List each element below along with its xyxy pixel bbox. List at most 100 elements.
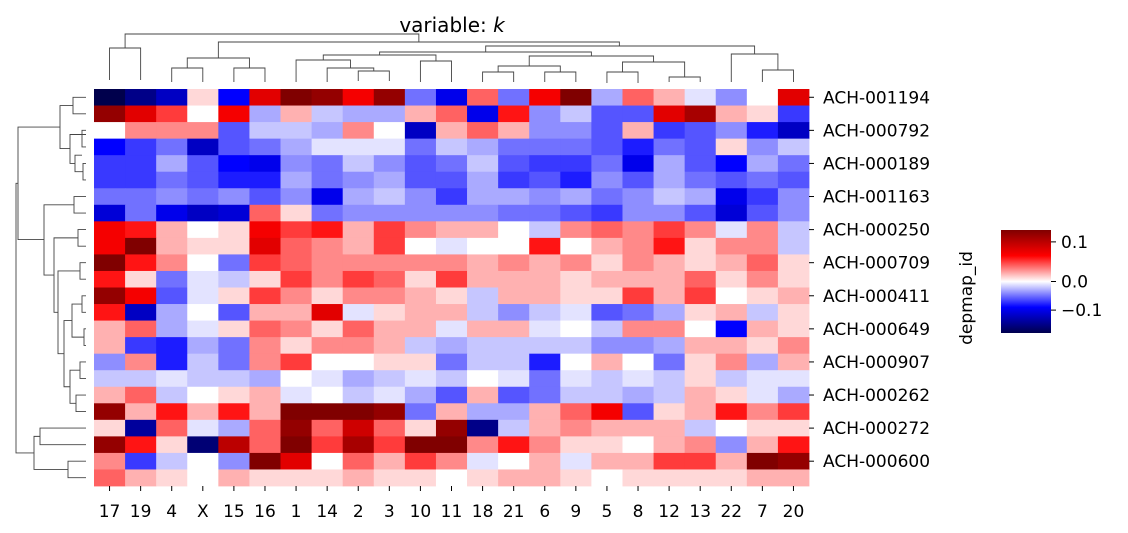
heatmap-cell	[94, 188, 126, 206]
heatmap-cell	[622, 122, 654, 140]
heatmap-cell	[280, 436, 313, 454]
heatmap-cell	[249, 270, 281, 288]
heatmap-cell	[404, 353, 437, 371]
heatmap-cell	[560, 403, 592, 421]
heatmap-cell	[125, 105, 157, 123]
heatmap-cell	[560, 386, 592, 404]
heatmap-cell	[218, 204, 250, 222]
heatmap-cell	[467, 221, 499, 239]
heatmap-cell	[156, 237, 188, 255]
heatmap-cell	[529, 254, 561, 272]
heatmap-cell	[715, 254, 748, 272]
heatmap-cell	[373, 436, 406, 454]
row-tick-label: ACH-000189	[823, 154, 930, 174]
heatmap-cell	[125, 270, 157, 288]
heatmap-cell	[280, 270, 313, 288]
heatmap-cell	[684, 403, 717, 421]
heatmap-cell	[467, 353, 499, 371]
heatmap-cell	[218, 370, 250, 388]
heatmap-cell	[622, 370, 654, 388]
heatmap-cell	[622, 171, 654, 189]
heatmap-cell	[218, 254, 250, 272]
column-tick-label: 20	[783, 502, 805, 522]
heatmap-cell	[560, 122, 592, 140]
heatmap-cell	[125, 204, 157, 222]
heatmap-cell	[622, 469, 654, 487]
heatmap-cell	[467, 204, 499, 222]
heatmap-cell	[622, 320, 654, 338]
heatmap-cell	[280, 419, 313, 437]
heatmap-cell	[249, 138, 281, 156]
heatmap-cell	[342, 304, 375, 321]
heatmap-cell	[435, 287, 468, 305]
heatmap-cell	[187, 237, 219, 255]
heatmap-cell	[156, 138, 188, 156]
heatmap-cell	[435, 452, 468, 470]
column-dendrogram-link	[497, 65, 561, 72]
heatmap-cell	[560, 237, 592, 255]
heatmap-cell	[591, 270, 623, 288]
heatmap-cell	[529, 403, 561, 421]
heatmap-cell	[218, 188, 250, 206]
heatmap-cell	[404, 403, 437, 421]
heatmap-cell	[435, 337, 468, 355]
heatmap-cell	[249, 353, 281, 371]
heatmap-cell	[187, 221, 219, 239]
heatmap-cell	[156, 270, 188, 288]
column-tick-label: 5	[602, 502, 613, 522]
heatmap-cell	[311, 105, 344, 123]
heatmap-cell	[529, 469, 561, 487]
row-tick-label: ACH-000600	[823, 452, 930, 472]
column-tick-label: 13	[689, 502, 711, 522]
heatmap-cell	[715, 452, 748, 470]
heatmap-cell	[746, 304, 779, 321]
heatmap-cell	[498, 287, 530, 305]
heatmap-cell	[653, 370, 686, 388]
heatmap-cell	[373, 188, 406, 206]
heatmap-cell	[560, 370, 592, 388]
heatmap-cell	[342, 89, 375, 106]
heatmap-cell	[777, 89, 810, 106]
heatmap-cell	[684, 320, 717, 338]
heatmap-cell	[311, 270, 344, 288]
heatmap-cell	[560, 436, 592, 454]
row-dendrogram-link	[81, 295, 86, 313]
column-tick-label: X	[197, 502, 209, 522]
heatmap-cell	[746, 353, 779, 371]
heatmap-cell	[342, 353, 375, 371]
row-dendrogram-link	[67, 460, 86, 479]
heatmap-cell	[125, 403, 157, 421]
heatmap-cell	[529, 370, 561, 388]
heatmap-cell	[342, 337, 375, 355]
heatmap-cell	[591, 105, 623, 123]
heatmap-cell	[373, 155, 406, 173]
heatmap-cell	[218, 436, 250, 454]
heatmap-cell	[435, 403, 468, 421]
heatmap-cell	[529, 221, 561, 239]
heatmap-cell	[622, 204, 654, 222]
heatmap-cell	[746, 221, 779, 239]
heatmap-cell	[498, 122, 530, 140]
heatmap-cell	[156, 320, 188, 338]
heatmap-cell	[715, 403, 748, 421]
heatmap-cell	[280, 469, 313, 487]
heatmap-cell	[591, 204, 623, 222]
heatmap-cell	[591, 254, 623, 272]
heatmap-cell	[591, 122, 623, 140]
heatmap-cell	[746, 386, 779, 404]
heatmap-cell	[342, 403, 375, 421]
heatmap-cell	[746, 254, 779, 272]
heatmap-cell	[404, 171, 437, 189]
heatmap-cell	[684, 204, 717, 222]
heatmap-cell	[249, 122, 281, 140]
row-dendrogram-link	[83, 328, 86, 346]
heatmap-cell	[746, 171, 779, 189]
column-tick-label: 4	[166, 502, 177, 522]
heatmap-cell	[684, 386, 717, 404]
heatmap-cell	[187, 436, 219, 454]
heatmap-cell	[156, 188, 188, 206]
y-axis-label: depmap_id	[957, 251, 977, 345]
heatmap-cell	[311, 320, 344, 338]
heatmap-cell	[342, 419, 375, 437]
heatmap-cell	[777, 436, 810, 454]
